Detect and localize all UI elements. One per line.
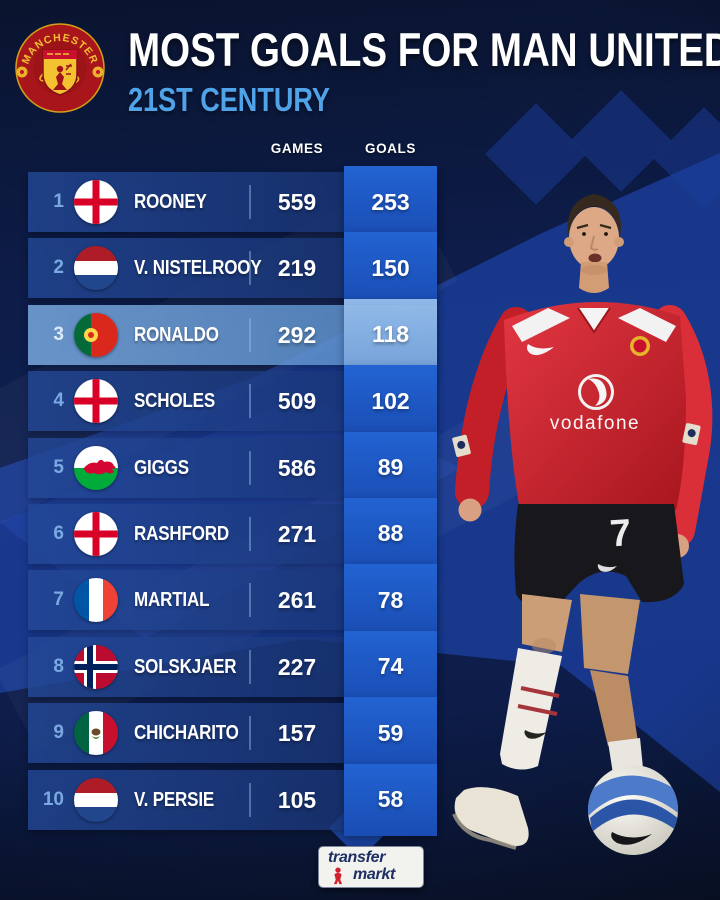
rank-number: 10 — [42, 788, 64, 810]
goals-value: 74 — [377, 653, 404, 680]
goals-value: 58 — [377, 786, 404, 813]
player-name: V. PERSIE — [134, 788, 215, 811]
column-header-games: GAMES — [270, 141, 324, 156]
player-name: CHICHARITO — [134, 722, 239, 745]
games-value: 227 — [277, 653, 317, 680]
table-row: 1 ROONEY 559 253 — [28, 166, 437, 238]
goals-value-box: 59 — [344, 697, 437, 770]
player-name: GIGGS — [134, 456, 189, 479]
table-row: 2 V. NISTELROOY 219 150 — [28, 232, 437, 305]
table-row: 9 CHICHARITO 157 59 — [28, 697, 437, 770]
england-flag-icon — [74, 180, 118, 224]
rank-number: 2 — [53, 257, 64, 279]
table-row: 7 MARTIAL 261 78 — [28, 564, 437, 637]
column-divider — [249, 384, 251, 419]
rank-number: 6 — [53, 522, 64, 544]
column-divider — [249, 251, 251, 286]
rank-number: 9 — [53, 722, 64, 744]
player-name: SOLSKJAER — [134, 655, 237, 678]
table-row: 5 GIGGS 586 89 — [28, 431, 437, 504]
player-name: V. NISTELROOY — [134, 257, 262, 280]
page-title: MOST GOALS FOR MAN UNITED — [128, 23, 720, 76]
column-divider — [249, 185, 251, 219]
rank-number: 8 — [53, 655, 64, 677]
france-flag-icon — [74, 578, 118, 623]
goals-value: 118 — [371, 321, 410, 348]
player-name: MARTIAL — [134, 589, 210, 612]
rank-number: 3 — [53, 323, 64, 345]
rank-number: 7 — [53, 589, 64, 611]
goals-value-box: 118 — [344, 298, 437, 371]
column-headers: GAMES GOALS — [28, 141, 437, 159]
england-flag-icon — [74, 511, 118, 556]
games-value: 157 — [277, 720, 317, 747]
goals-value: 102 — [371, 387, 410, 414]
netherlands-flag-icon — [74, 246, 118, 291]
column-divider — [249, 649, 251, 684]
wales-flag-icon — [74, 445, 118, 490]
goals-value: 88 — [377, 520, 404, 547]
mexico-flag-icon — [74, 711, 118, 756]
games-value: 261 — [277, 587, 317, 614]
table-row: 6 RASHFORD 271 88 — [28, 497, 437, 570]
goals-value: 78 — [377, 586, 404, 613]
goals-value: 253 — [371, 188, 410, 215]
table-row: 8 SOLSKJAER 227 74 — [28, 630, 437, 703]
games-value: 559 — [277, 189, 317, 215]
column-divider — [249, 716, 251, 751]
goals-value-box: 89 — [344, 431, 437, 504]
england-flag-icon — [74, 379, 118, 424]
mascot-icon — [333, 867, 343, 885]
page-subtitle: 21ST CENTURY — [128, 81, 330, 118]
table-row: 3 RONALDO 292 118 — [28, 298, 437, 371]
goals-value-box: 58 — [344, 763, 437, 836]
games-value: 586 — [277, 454, 317, 481]
rank-number: 4 — [53, 390, 64, 412]
games-value: 105 — [277, 786, 317, 813]
games-value: 219 — [277, 255, 317, 282]
manchester-united-crest-icon: MANCHESTER UNITED — [15, 23, 105, 113]
norway-flag-icon — [74, 644, 118, 689]
goals-value-box: 150 — [344, 232, 437, 305]
column-header-goals: GOALS — [364, 141, 416, 156]
header: MOST GOALS FOR MAN UNITED 21ST CENTURY — [128, 26, 720, 116]
goals-value-box: 253 — [344, 166, 437, 238]
netherlands-flag-icon — [74, 777, 118, 822]
player-name: RASHFORD — [134, 522, 229, 545]
brand-text-top: transfer — [328, 849, 386, 866]
portugal-flag-icon — [74, 312, 118, 357]
goals-value-box: 88 — [344, 497, 437, 570]
column-divider — [249, 450, 251, 485]
goals-value-box: 78 — [344, 564, 437, 637]
column-divider — [249, 516, 251, 551]
player-name: SCHOLES — [134, 390, 215, 413]
transfermarkt-logo: transfer markt — [318, 846, 424, 888]
games-value: 271 — [277, 520, 317, 547]
column-divider — [249, 583, 251, 618]
brand-text-bottom: markt — [353, 866, 396, 883]
goals-value: 89 — [377, 454, 404, 481]
goals-value: 150 — [371, 254, 410, 281]
table-row: 10 V. PERSIE 105 58 — [28, 763, 437, 836]
games-value: 509 — [277, 388, 317, 415]
games-value: 292 — [277, 321, 317, 348]
table-row: 4 SCHOLES 509 102 — [28, 365, 437, 438]
column-divider — [249, 317, 251, 352]
goals-value-box: 74 — [344, 630, 437, 703]
player-name: ROONEY — [134, 191, 207, 213]
rank-number: 1 — [53, 191, 64, 212]
rows: 1 ROONEY 559 253 2 V. NISTELROOY 219 150… — [28, 166, 437, 836]
column-divider — [249, 782, 251, 817]
rank-number: 5 — [53, 456, 64, 478]
goals-value: 59 — [377, 719, 404, 746]
goals-value-box: 102 — [344, 365, 437, 438]
player-name: RONALDO — [134, 323, 219, 346]
